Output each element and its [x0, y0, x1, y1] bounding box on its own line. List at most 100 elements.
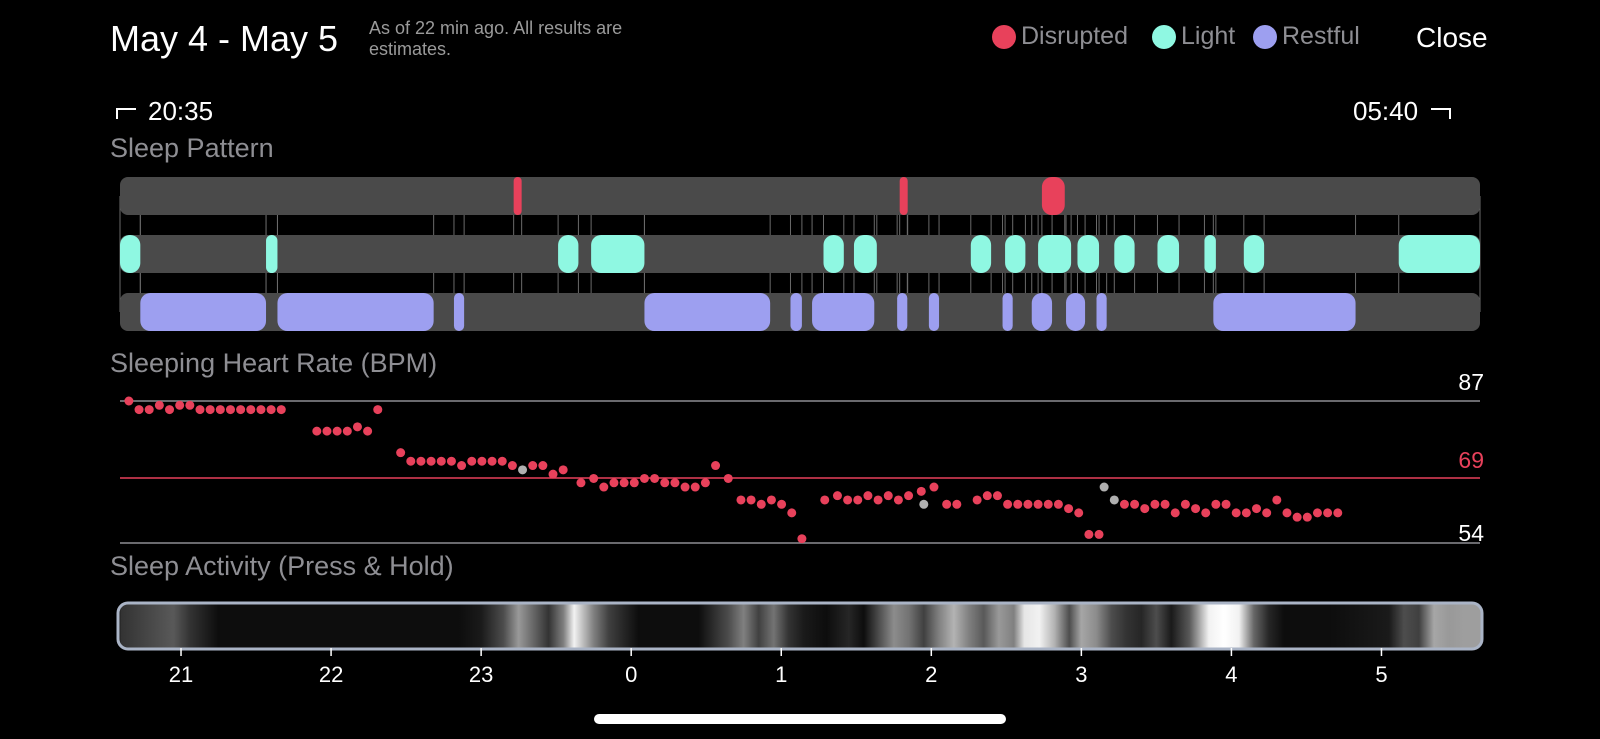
heart-rate-point	[144, 405, 154, 415]
disrupted-swatch	[992, 24, 1016, 49]
heart-rate-point	[736, 495, 746, 505]
heart-rate-point	[619, 478, 629, 488]
disrupted-segment	[513, 177, 522, 215]
light-segment	[1077, 235, 1100, 273]
legend-disrupted-label: Disrupted	[1021, 22, 1128, 50]
end-time-label: 05:40	[1353, 96, 1419, 126]
heart-rate-point	[992, 491, 1002, 501]
restful-segment	[277, 293, 434, 331]
heart-rate-point	[952, 499, 962, 509]
heart-rate-point	[916, 486, 926, 496]
heart-rate-point	[487, 456, 497, 466]
heart-rate-point	[711, 461, 721, 471]
heart-rate-point	[477, 456, 487, 466]
heart-rate-point	[1241, 508, 1251, 518]
heart-rate-point	[507, 461, 517, 471]
heart-rate-point	[609, 478, 619, 488]
heart-rate-point	[558, 465, 568, 475]
heart-rate-point	[873, 495, 883, 505]
restful-segment	[1066, 293, 1086, 331]
light-segment	[1038, 235, 1072, 273]
heart-rate-point	[972, 495, 982, 505]
heart-rate-point	[548, 469, 558, 479]
heart-rate-point	[777, 499, 787, 509]
heart-rate-point	[436, 456, 446, 466]
heart-rate-point	[589, 473, 599, 483]
disrupted-track	[120, 177, 1480, 215]
heart-rate-point	[629, 478, 639, 488]
light-segment	[1005, 235, 1026, 273]
legend-light-label: Light	[1181, 22, 1236, 50]
heart-rate-point	[1221, 499, 1231, 509]
home-indicator[interactable]	[594, 714, 1006, 724]
stage-segments	[120, 177, 1480, 331]
heart-rate-point	[538, 461, 548, 471]
heart-rate-point	[236, 405, 246, 415]
heart-rate-point-estimated	[1109, 495, 1119, 505]
heart-rate-point	[1282, 508, 1292, 518]
heart-rate-point	[1191, 504, 1201, 514]
heart-rate-point	[1150, 499, 1160, 509]
light-segment	[1114, 235, 1135, 273]
estimate-note: As of 22 min ago. All results are estima…	[369, 18, 623, 59]
heart-rate-point	[1272, 495, 1282, 505]
restful-segment	[1031, 293, 1053, 331]
min-value-label: 54	[1458, 520, 1484, 546]
heart-rate-point	[124, 396, 134, 406]
restful-segment	[1002, 293, 1013, 331]
close-button[interactable]: Close	[1416, 22, 1488, 53]
light-track	[120, 235, 1480, 273]
restful-segment	[790, 293, 802, 331]
heart-rate-point	[670, 478, 680, 488]
heart-rate-point	[1023, 499, 1033, 509]
disrupted-segment	[1041, 177, 1065, 215]
restful-segment	[644, 293, 771, 331]
hour-tick-label: 2	[925, 662, 937, 687]
heart-rate-point	[1130, 499, 1140, 509]
average-value-label: 69	[1458, 447, 1484, 473]
hour-ticks: 21 22 23 0 1 2 3 4 5	[169, 648, 1388, 687]
heart-rate-point	[599, 482, 609, 492]
restful-segment	[140, 293, 267, 331]
heart-rate-point	[1074, 508, 1084, 518]
heart-rate-point	[373, 405, 383, 415]
restful-segment	[812, 293, 875, 331]
heart-rate-point	[1053, 499, 1063, 509]
heart-rate-point-estimated	[1099, 482, 1109, 492]
heart-rate-point	[1140, 504, 1150, 514]
heart-rate-point	[1312, 508, 1322, 518]
heart-rate-point	[1201, 508, 1211, 518]
heart-rate-point	[332, 426, 342, 436]
light-segment	[970, 235, 992, 273]
heart-rate-point	[406, 456, 416, 466]
heart-rate-point	[690, 482, 700, 492]
heart-rate-point	[863, 491, 873, 501]
start-time: 20:35	[116, 96, 213, 127]
heart-rate-point	[165, 405, 175, 415]
heart-rate-point	[457, 461, 467, 471]
restful-segment	[897, 293, 908, 331]
hour-tick-label: 22	[319, 662, 343, 687]
heart-rate-point	[312, 426, 322, 436]
heart-rate-point-estimated	[919, 499, 929, 509]
restful-segment	[453, 293, 465, 331]
heart-rate-point	[342, 426, 352, 436]
heart-rate-point	[1252, 504, 1262, 514]
heart-rate-point	[883, 491, 893, 501]
heart-rate-point	[766, 495, 776, 505]
heart-rate-point	[1170, 508, 1180, 518]
light-segment	[1204, 235, 1216, 273]
hour-tick-label: 3	[1075, 662, 1087, 687]
light-segment	[266, 235, 278, 273]
sleep-activity-heading: Sleep Activity (Press & Hold)	[110, 551, 454, 581]
activity-heatmap[interactable]	[118, 603, 1482, 649]
heart-rate-point	[1043, 499, 1053, 509]
heart-rate-point	[576, 478, 586, 488]
heart-rate-point	[942, 499, 952, 509]
restful-swatch	[1253, 24, 1277, 49]
light-segment	[1398, 235, 1480, 273]
heart-rate-point	[756, 499, 766, 509]
heart-rate-point	[1302, 512, 1312, 522]
